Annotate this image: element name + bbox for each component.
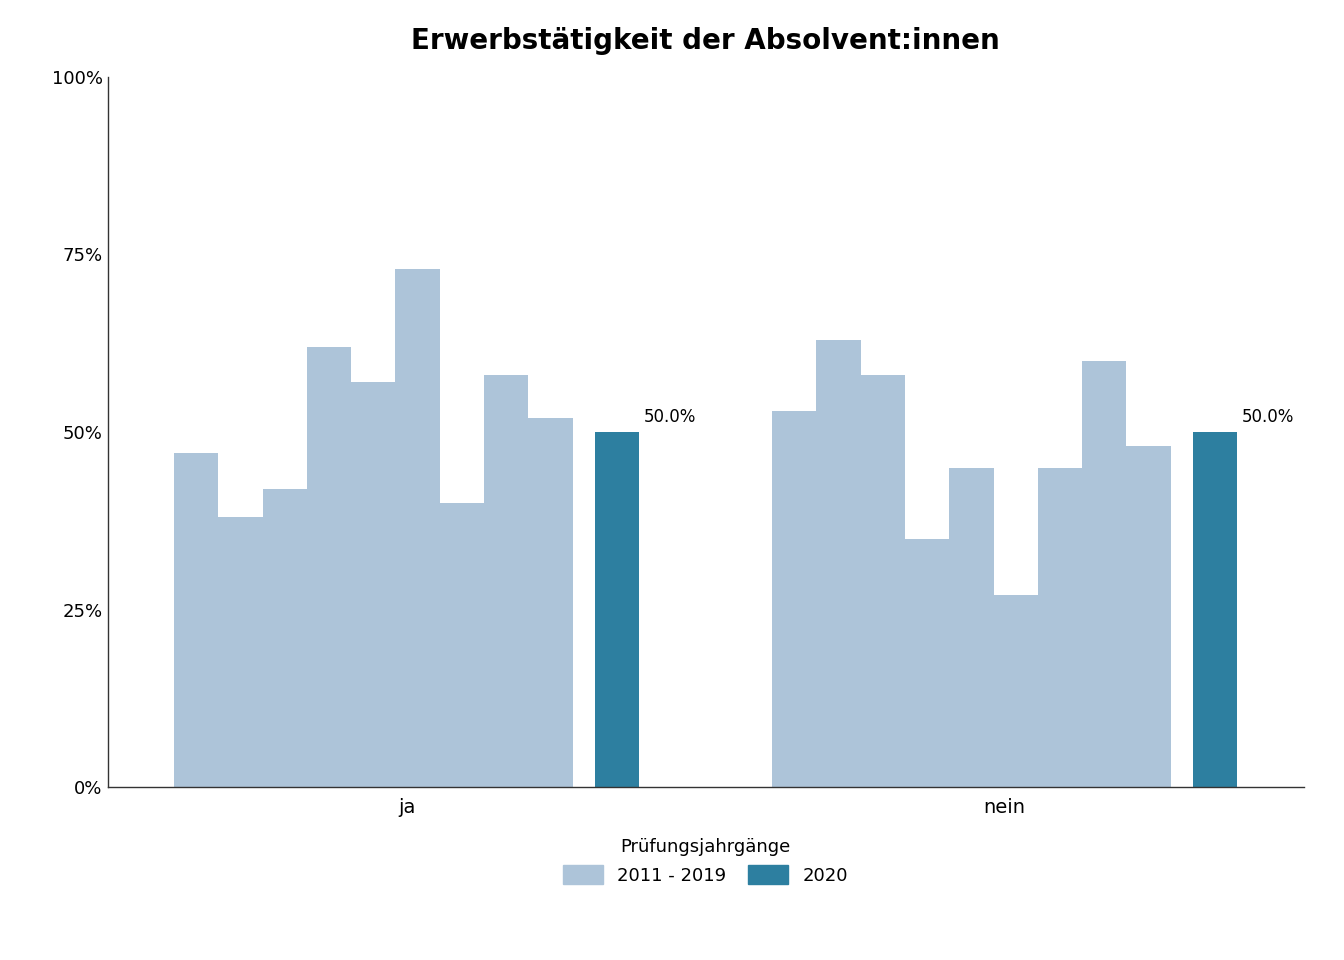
Text: 50.0%: 50.0% <box>644 408 696 426</box>
Bar <box>1082 361 1126 787</box>
Bar <box>1126 446 1171 787</box>
Bar <box>949 468 993 787</box>
Bar <box>528 418 573 787</box>
Bar <box>816 340 860 787</box>
Bar <box>439 503 484 787</box>
Text: 50.0%: 50.0% <box>1242 408 1294 426</box>
Title: Erwerbstätigkeit der Absolvent:innen: Erwerbstätigkeit der Absolvent:innen <box>411 27 1000 55</box>
Bar <box>771 411 816 787</box>
Bar <box>218 517 262 787</box>
Bar <box>905 539 949 787</box>
Bar <box>484 375 528 787</box>
Bar <box>262 489 306 787</box>
Bar <box>993 595 1038 787</box>
Bar <box>1038 468 1082 787</box>
Bar <box>351 382 395 787</box>
Bar <box>306 347 351 787</box>
Bar <box>395 269 439 787</box>
Bar <box>860 375 905 787</box>
Bar <box>595 432 640 787</box>
Bar <box>173 453 218 787</box>
Bar <box>1193 432 1238 787</box>
Legend: 2011 - 2019, 2020: 2011 - 2019, 2020 <box>556 830 855 892</box>
